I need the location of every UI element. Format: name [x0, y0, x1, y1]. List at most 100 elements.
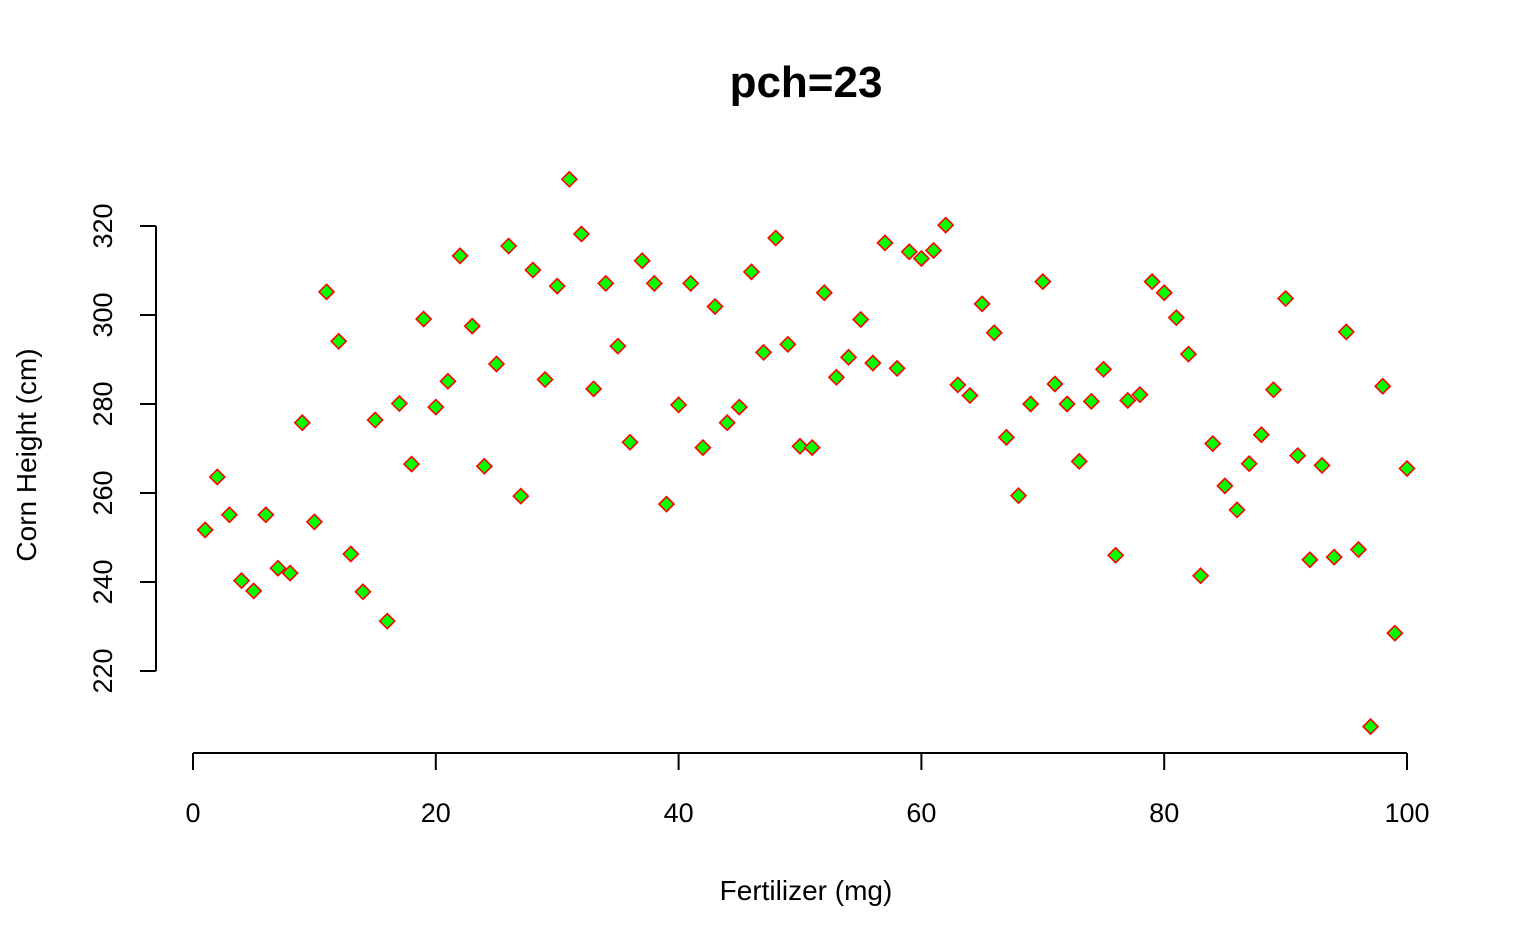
data-point — [463, 317, 481, 335]
x-tick-label: 100 — [1384, 798, 1429, 828]
y-tick-label: 240 — [88, 559, 118, 604]
data-point — [1143, 272, 1161, 291]
data-point — [1070, 452, 1088, 471]
data-point — [317, 283, 336, 301]
data-point — [1082, 392, 1100, 410]
data-point — [937, 216, 955, 234]
data-point — [827, 368, 846, 386]
data-point — [924, 241, 943, 260]
data-point — [1131, 386, 1149, 404]
data-point — [609, 337, 627, 355]
data-point — [1276, 289, 1295, 308]
data-point — [342, 545, 360, 563]
data-point — [694, 438, 712, 457]
y-tick-label: 300 — [88, 292, 118, 337]
data-point — [524, 261, 542, 279]
data-point — [1252, 426, 1270, 444]
y-tick-label: 220 — [88, 648, 118, 693]
data-point — [427, 398, 445, 416]
data-point — [1119, 391, 1137, 410]
data-point — [257, 506, 275, 524]
y-axis-label: Corn Height (cm) — [11, 348, 42, 561]
data-point — [1349, 540, 1368, 559]
data-point — [645, 274, 663, 293]
data-point — [390, 394, 409, 413]
x-tick-label: 60 — [906, 798, 936, 828]
data-point — [415, 310, 433, 328]
data-point — [451, 247, 469, 265]
data-point — [669, 396, 688, 414]
data-point — [839, 348, 858, 366]
data-point — [512, 487, 530, 505]
data-point — [803, 438, 821, 457]
data-point — [1191, 567, 1210, 585]
x-tick-label: 80 — [1149, 798, 1179, 828]
data-point — [1022, 395, 1040, 413]
data-point — [1009, 487, 1028, 505]
data-point — [900, 243, 918, 261]
data-point — [1204, 434, 1222, 453]
x-tick-label: 40 — [664, 798, 694, 828]
data-point — [706, 297, 724, 316]
data-point — [961, 386, 979, 405]
data-point — [378, 612, 396, 630]
data-point — [597, 274, 615, 293]
x-tick-label: 20 — [421, 798, 451, 828]
data-point — [354, 583, 372, 601]
data-point — [1046, 375, 1064, 393]
data-point — [1337, 323, 1355, 341]
data-point — [985, 324, 1003, 342]
data-point — [742, 263, 761, 281]
data-point — [1094, 360, 1113, 378]
data-point — [1325, 548, 1343, 566]
data-point — [1361, 717, 1380, 736]
data-point — [208, 468, 226, 486]
data-point — [730, 398, 748, 416]
data-point — [852, 310, 870, 329]
data-point — [330, 332, 348, 350]
data-point — [1386, 624, 1404, 642]
data-point — [1228, 501, 1246, 519]
data-point — [657, 495, 676, 513]
data-point — [779, 335, 797, 354]
data-point — [973, 295, 991, 313]
data-point — [560, 170, 578, 188]
y-axis: 220 240 260 280 300 320 — [88, 203, 157, 694]
data-point — [245, 582, 263, 600]
data-point — [1216, 477, 1234, 495]
x-axis-label: Fertilizer (mg) — [720, 875, 893, 906]
data-point — [572, 225, 591, 243]
data-point — [815, 284, 833, 302]
data-point — [196, 521, 214, 539]
data-point — [1034, 272, 1052, 291]
data-point — [293, 414, 311, 432]
data-point — [1155, 284, 1173, 302]
chart-title: pch=23 — [730, 58, 883, 107]
data-point — [475, 457, 493, 475]
data-point — [1264, 381, 1283, 399]
data-point — [584, 380, 603, 398]
data-point — [500, 237, 518, 255]
data-point — [876, 234, 894, 252]
data-point — [402, 455, 421, 473]
y-tick-label: 320 — [88, 203, 118, 248]
data-point — [1301, 551, 1319, 569]
y-tick-label: 260 — [88, 470, 118, 515]
y-tick-label: 280 — [88, 381, 118, 426]
data-point — [220, 506, 239, 524]
data-point — [1398, 459, 1416, 478]
data-point — [232, 572, 251, 590]
data-points — [196, 170, 1416, 736]
data-point — [1313, 456, 1331, 475]
data-point — [888, 359, 906, 378]
data-point — [1240, 454, 1258, 473]
data-point — [366, 411, 384, 429]
data-point — [269, 559, 287, 577]
data-point — [1058, 395, 1076, 413]
data-point — [754, 343, 773, 362]
data-point — [767, 229, 785, 247]
data-point — [718, 414, 736, 432]
data-point — [1289, 446, 1307, 465]
data-point — [621, 433, 639, 451]
